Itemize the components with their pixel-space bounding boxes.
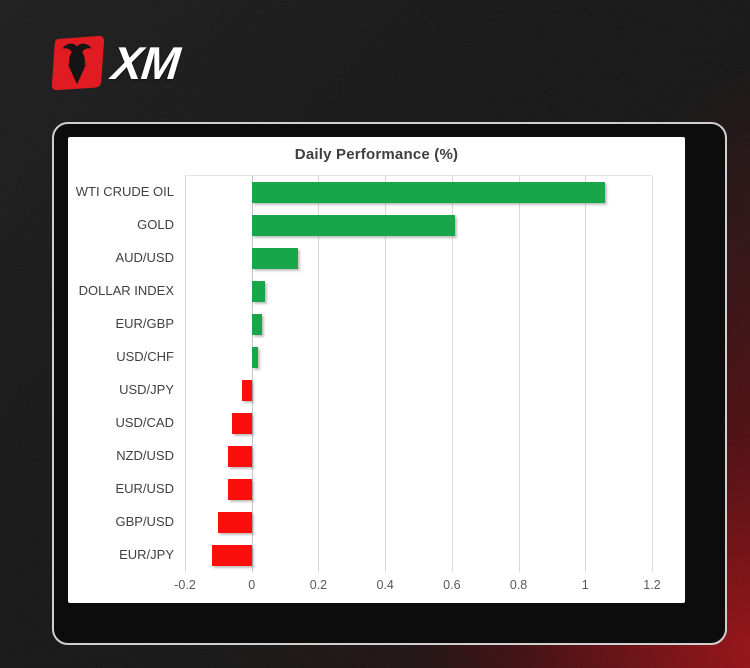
category-label: GOLD <box>137 217 174 232</box>
category-label: EUR/USD <box>115 481 174 496</box>
bar-row <box>185 473 652 506</box>
performance-bar <box>211 545 252 566</box>
x-axis-tick-label: 0.2 <box>309 578 328 592</box>
performance-bar <box>251 215 456 236</box>
bar-row <box>185 374 652 407</box>
category-label: EUR/JPY <box>119 547 174 562</box>
x-axis-tick-label: 0.6 <box>443 578 461 592</box>
category-label: NZD/USD <box>116 448 174 463</box>
bar-row <box>185 242 652 275</box>
bar-row <box>185 308 652 341</box>
bar-row <box>185 209 652 242</box>
gridline <box>451 176 453 572</box>
performance-bar <box>241 380 252 401</box>
performance-bar <box>251 248 299 269</box>
category-axis: WTI CRUDE OIL GOLD AUD/USD DOLLAR INDEX EUR/… <box>68 175 178 571</box>
gridline <box>652 176 653 572</box>
performance-bar <box>251 281 266 302</box>
bar-row <box>185 440 652 473</box>
performance-bar <box>228 446 252 467</box>
performance-bar <box>251 182 606 203</box>
category-label: AUD/USD <box>115 250 174 265</box>
category-label: USD/CHF <box>116 349 174 364</box>
gridline <box>185 176 186 572</box>
xm-bull-icon <box>51 35 105 91</box>
category-label: USD/CAD <box>115 415 174 430</box>
category-label: DOLLAR INDEX <box>78 283 174 298</box>
bar-row <box>185 407 652 440</box>
x-axis-tick-label: 0.4 <box>376 578 394 592</box>
bar-row <box>185 176 652 209</box>
gridline <box>518 176 520 572</box>
bar-row <box>185 275 652 308</box>
category-label: WTI CRUDE OIL <box>75 184 174 199</box>
brand-wordmark: XM <box>109 37 182 89</box>
bar-row <box>185 539 652 572</box>
gridline <box>585 176 587 572</box>
performance-bar <box>251 314 262 335</box>
x-axis-tick-label: 0.8 <box>509 578 528 592</box>
gridline <box>318 176 320 572</box>
category-label: USD/JPY <box>119 382 174 397</box>
category-label: GBP/USD <box>115 514 174 529</box>
xm-logo: XM <box>46 34 182 92</box>
gridline <box>385 176 387 572</box>
performance-bar <box>231 413 252 434</box>
bar-row <box>185 341 652 374</box>
performance-bar <box>228 479 252 500</box>
zero-axis-line <box>251 176 253 572</box>
daily-performance-chart: Daily Performance (%) WTI CRUDE OIL GOLD A… <box>68 137 685 603</box>
chart-title: Daily Performance (%) <box>294 146 459 163</box>
performance-bar <box>251 347 259 368</box>
x-axis: -0.2 0 0.2 0.4 0.6 0.8 1 1.2 <box>174 578 660 596</box>
performance-bar <box>218 512 252 533</box>
bar-row <box>185 506 652 539</box>
chart-panel: Daily Performance (%) WTI CRUDE OIL GOLD A… <box>52 122 727 645</box>
x-axis-tick-label: 0 <box>248 578 256 592</box>
category-label: EUR/GBP <box>115 316 174 331</box>
x-axis-tick-label: -0.2 <box>174 578 196 592</box>
x-axis-tick-label: 1 <box>581 578 589 592</box>
x-axis-tick-label: 1.2 <box>643 578 661 592</box>
plot-area <box>185 175 653 572</box>
